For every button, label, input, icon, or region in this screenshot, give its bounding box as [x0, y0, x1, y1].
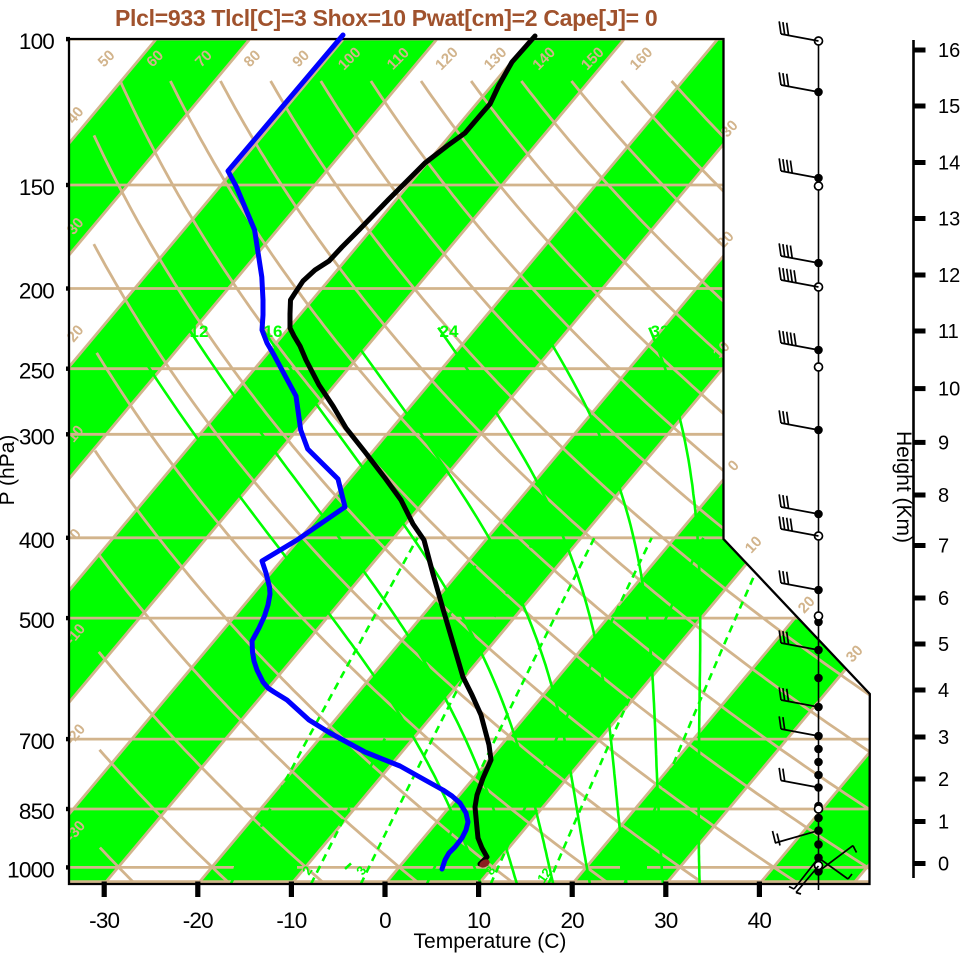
- svg-text:-10: -10: [276, 908, 306, 933]
- svg-text:15: 15: [938, 96, 960, 118]
- svg-text:700: 700: [19, 729, 54, 754]
- svg-text:32: 32: [651, 322, 670, 341]
- svg-text:10: 10: [938, 379, 960, 401]
- svg-text:300: 300: [19, 424, 54, 449]
- svg-text:40: 40: [748, 908, 772, 933]
- svg-text:1000: 1000: [7, 857, 54, 882]
- svg-text:Height (Km): Height (Km): [892, 431, 915, 543]
- svg-text:-30: -30: [89, 908, 119, 933]
- svg-text:1: 1: [938, 812, 949, 834]
- svg-text:10: 10: [467, 908, 491, 933]
- svg-text:200: 200: [19, 279, 54, 304]
- svg-text:7: 7: [938, 536, 949, 558]
- svg-text:16: 16: [938, 40, 960, 62]
- svg-text:4: 4: [938, 680, 949, 702]
- svg-text:12: 12: [534, 865, 555, 885]
- svg-text:20: 20: [560, 908, 584, 933]
- svg-text:13: 13: [938, 209, 960, 231]
- svg-text:20: 20: [347, 322, 366, 341]
- svg-text:0: 0: [379, 908, 391, 933]
- svg-text:3: 3: [938, 727, 949, 749]
- svg-text:P (hPa): P (hPa): [0, 435, 19, 506]
- svg-text:2: 2: [938, 769, 949, 791]
- svg-text:6: 6: [938, 588, 949, 610]
- svg-text:Temperature (C): Temperature (C): [414, 930, 567, 953]
- svg-text:9: 9: [938, 432, 949, 454]
- svg-text:11: 11: [938, 321, 959, 343]
- svg-text:24: 24: [440, 322, 459, 341]
- svg-text:150: 150: [19, 175, 54, 200]
- svg-text:16: 16: [264, 322, 283, 341]
- svg-text:250: 250: [19, 359, 54, 384]
- svg-text:12: 12: [190, 322, 209, 341]
- svg-text:28: 28: [544, 322, 563, 341]
- svg-text:8: 8: [938, 485, 949, 507]
- svg-text:5: 5: [938, 634, 949, 656]
- svg-text:14: 14: [938, 153, 960, 175]
- svg-text:Plcl=933 Tlcl[C]=3 Shox=10 Pwa: Plcl=933 Tlcl[C]=3 Shox=10 Pwat[cm]=2 Ca…: [115, 5, 657, 31]
- svg-text:400: 400: [19, 528, 54, 553]
- svg-text:30: 30: [654, 908, 678, 933]
- svg-text:-20: -20: [183, 908, 213, 933]
- svg-text:850: 850: [19, 799, 54, 824]
- svg-text:100: 100: [19, 29, 54, 54]
- svg-text:12: 12: [938, 265, 960, 287]
- svg-text:500: 500: [19, 608, 54, 633]
- svg-text:0: 0: [938, 854, 949, 876]
